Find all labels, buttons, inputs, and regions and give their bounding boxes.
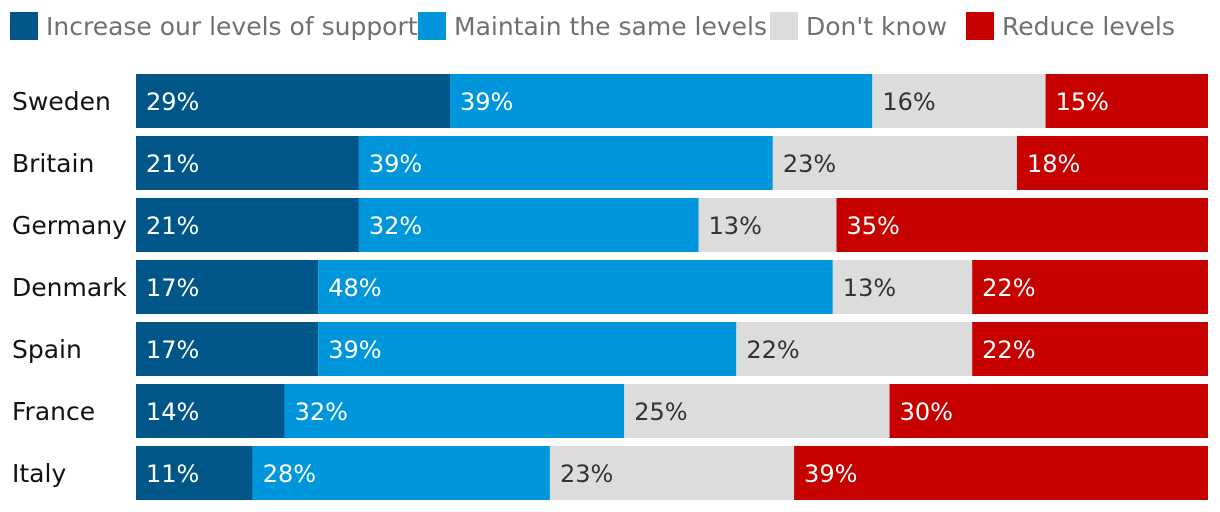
legend-item-don-t-know: Don't know bbox=[770, 12, 947, 41]
bar-segment-don-t-know bbox=[624, 384, 890, 438]
legend-label: Increase our levels of support bbox=[46, 12, 418, 41]
bar-segment-don-t-know bbox=[832, 260, 973, 314]
data-label: 13% bbox=[843, 274, 896, 302]
bar-row-britain: Britain 21% 39% 23% 18% bbox=[12, 136, 1208, 190]
data-label: 21% bbox=[146, 150, 199, 178]
bar-segment-increase-our-levels-of-support bbox=[136, 446, 253, 500]
bar-row-france: France 14% 32% 25% 30% bbox=[12, 384, 1208, 438]
legend-swatch bbox=[418, 12, 446, 40]
legend-label: Maintain the same levels bbox=[454, 12, 767, 41]
bar-segment-reduce-levels bbox=[794, 446, 1208, 500]
bar-segment-don-t-know bbox=[549, 446, 795, 500]
legend-item-maintain-the-same-levels: Maintain the same levels bbox=[418, 12, 767, 41]
data-label: 17% bbox=[146, 336, 199, 364]
bar-segment-maintain-the-same-levels bbox=[358, 136, 773, 190]
data-label: 22% bbox=[746, 336, 799, 364]
data-label: 39% bbox=[328, 336, 381, 364]
data-label: 39% bbox=[460, 88, 513, 116]
category-label: France bbox=[12, 397, 95, 426]
category-label: Germany bbox=[12, 211, 127, 240]
bar-segment-don-t-know bbox=[872, 74, 1046, 128]
bar-segment-reduce-levels bbox=[1016, 136, 1208, 190]
bar-row-germany: Germany 21% 32% 13% 35% bbox=[12, 198, 1208, 252]
data-label: 16% bbox=[882, 88, 935, 116]
bar-row-sweden: Sweden 29% 39% 16% 15% bbox=[12, 74, 1208, 128]
legend-label: Reduce levels bbox=[1002, 12, 1175, 41]
category-label: Denmark bbox=[12, 273, 127, 302]
legend-swatch bbox=[770, 12, 798, 40]
bar-segment-reduce-levels bbox=[836, 198, 1208, 252]
data-label: 39% bbox=[369, 150, 422, 178]
chart-rows: Sweden 29% 39% 16% 15% Britain 21% 39% 23% 18% Ger… bbox=[12, 74, 1208, 500]
legend-label: Don't know bbox=[806, 12, 947, 41]
bar-segment-increase-our-levels-of-support bbox=[136, 74, 451, 128]
legend-item-increase-our-levels-of-support: Increase our levels of support bbox=[10, 12, 418, 41]
legend: Increase our levels of support Maintain t… bbox=[10, 12, 1175, 41]
bar-segment-reduce-levels bbox=[972, 322, 1208, 376]
bar-row-denmark: Denmark 17% 48% 13% 22% bbox=[12, 260, 1208, 314]
data-label: 23% bbox=[783, 150, 836, 178]
data-label: 18% bbox=[1027, 150, 1080, 178]
data-label: 32% bbox=[369, 212, 422, 240]
data-label: 29% bbox=[146, 88, 199, 116]
bar-row-italy: Italy 11% 28% 23% 39% bbox=[12, 446, 1208, 500]
data-label: 30% bbox=[900, 398, 953, 426]
bar-row-spain: Spain 17% 39% 22% 22% bbox=[12, 322, 1208, 376]
data-label: 48% bbox=[328, 274, 381, 302]
data-label: 25% bbox=[634, 398, 687, 426]
bar-segment-maintain-the-same-levels bbox=[252, 446, 550, 500]
data-label: 28% bbox=[263, 460, 316, 488]
category-label: Spain bbox=[12, 335, 82, 364]
legend-swatch bbox=[10, 12, 38, 40]
bar-segment-increase-our-levels-of-support bbox=[136, 136, 359, 190]
category-label: Sweden bbox=[12, 87, 111, 116]
bar-segment-reduce-levels bbox=[1045, 74, 1208, 128]
category-label: Britain bbox=[12, 149, 94, 178]
bar-segment-reduce-levels bbox=[972, 260, 1208, 314]
bar-segment-maintain-the-same-levels bbox=[318, 322, 737, 376]
legend-item-reduce-levels: Reduce levels bbox=[966, 12, 1175, 41]
data-label: 39% bbox=[804, 460, 857, 488]
bar-segment-increase-our-levels-of-support bbox=[136, 322, 319, 376]
bar-segment-maintain-the-same-levels bbox=[284, 384, 625, 438]
legend-swatch bbox=[966, 12, 994, 40]
data-label: 23% bbox=[560, 460, 613, 488]
data-label: 22% bbox=[982, 274, 1035, 302]
data-label: 13% bbox=[709, 212, 762, 240]
data-label: 15% bbox=[1056, 88, 1109, 116]
category-label: Italy bbox=[12, 459, 66, 488]
bar-segment-increase-our-levels-of-support bbox=[136, 260, 319, 314]
data-label: 22% bbox=[982, 336, 1035, 364]
bar-segment-maintain-the-same-levels bbox=[358, 198, 699, 252]
bar-segment-don-t-know bbox=[736, 322, 973, 376]
data-label: 11% bbox=[146, 460, 199, 488]
bar-segment-maintain-the-same-levels bbox=[318, 260, 833, 314]
bar-segment-reduce-levels bbox=[889, 384, 1208, 438]
bar-segment-increase-our-levels-of-support bbox=[136, 384, 285, 438]
data-label: 35% bbox=[847, 212, 900, 240]
bar-segment-increase-our-levels-of-support bbox=[136, 198, 359, 252]
bar-segment-maintain-the-same-levels bbox=[450, 74, 873, 128]
bar-segment-don-t-know bbox=[698, 198, 837, 252]
bar-segment-don-t-know bbox=[772, 136, 1017, 190]
data-label: 21% bbox=[146, 212, 199, 240]
data-label: 14% bbox=[146, 398, 199, 426]
data-label: 32% bbox=[295, 398, 348, 426]
data-label: 17% bbox=[146, 274, 199, 302]
